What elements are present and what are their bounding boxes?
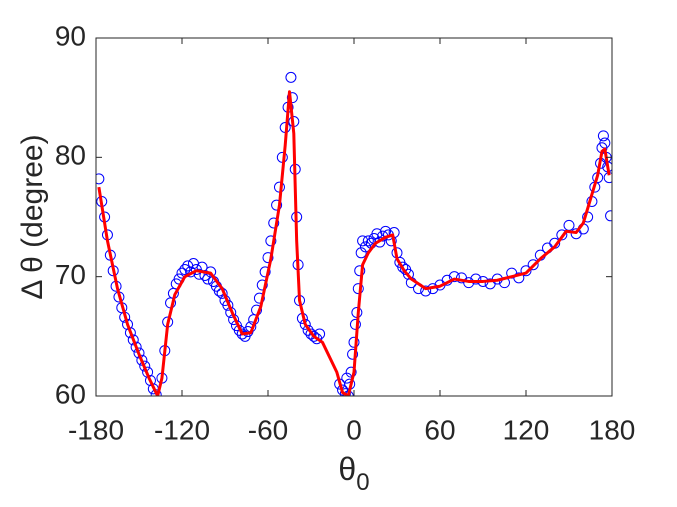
y-tick-label: 80 xyxy=(55,140,86,171)
scatter-point xyxy=(285,71,297,83)
scatter-point xyxy=(136,354,148,366)
scatter-point xyxy=(265,235,277,247)
x-tick-label: -180 xyxy=(68,414,124,445)
scatter-point xyxy=(359,241,371,253)
scatter-point xyxy=(371,228,383,240)
scatter-point xyxy=(448,271,460,283)
scatter-point xyxy=(337,384,349,396)
x-tick-label: -120 xyxy=(154,414,210,445)
y-tick-label: 70 xyxy=(55,259,86,290)
scatter-point xyxy=(271,199,283,211)
x-tick-label: -60 xyxy=(248,414,288,445)
scatter-point xyxy=(253,292,265,304)
scatter-point xyxy=(470,273,482,285)
scatter-point xyxy=(199,269,211,281)
scatter-point xyxy=(352,283,364,295)
plot-area xyxy=(96,38,612,396)
scatter-point xyxy=(420,285,432,297)
scatter-point xyxy=(520,265,532,277)
scatter-point xyxy=(402,268,414,280)
scatter-point xyxy=(127,334,139,346)
scatter-point xyxy=(193,268,205,280)
y-tick-label: 90 xyxy=(55,20,86,51)
scatter-point xyxy=(349,318,361,330)
marks xyxy=(96,71,612,396)
x-tick-label: 60 xyxy=(424,414,455,445)
scatter-point xyxy=(354,265,366,277)
scatter-point xyxy=(176,267,188,279)
scatter-point xyxy=(605,210,612,222)
scatter-point xyxy=(144,374,156,386)
scatter-point xyxy=(597,130,609,142)
scatter-point xyxy=(96,173,105,185)
x-axis-label: θ0 xyxy=(338,451,369,496)
scatter-point xyxy=(179,264,191,276)
scatter-point xyxy=(130,341,142,353)
x-tick-label: 120 xyxy=(503,414,550,445)
scatter-point xyxy=(397,261,409,273)
scatter-point xyxy=(556,229,568,241)
scatter-point xyxy=(355,247,367,259)
scatter-point xyxy=(527,259,539,271)
scatter-point xyxy=(347,348,359,360)
x-tick-label: 0 xyxy=(346,414,362,445)
x-tick-label: 180 xyxy=(589,414,636,445)
scatter-point xyxy=(339,388,351,396)
scatter-point xyxy=(513,272,525,284)
scatter-point xyxy=(302,324,314,336)
x-axis-label-subscript: 0 xyxy=(356,469,369,496)
y-tick-label: 60 xyxy=(55,378,86,409)
scatter-point xyxy=(348,336,360,348)
scatter-point xyxy=(262,252,274,264)
scatter-point xyxy=(345,366,357,378)
scatter-point xyxy=(268,217,280,229)
scatter-point xyxy=(357,235,369,247)
scatter-point xyxy=(308,330,320,342)
y-axis-label: Δ θ (degree) xyxy=(16,134,49,299)
x-axis-label-symbol: θ xyxy=(338,451,356,487)
scatter-point xyxy=(362,235,374,247)
scatter-point xyxy=(256,279,268,291)
fit-line xyxy=(97,90,611,396)
scatter-point xyxy=(286,92,298,104)
scatter-point xyxy=(259,266,271,278)
